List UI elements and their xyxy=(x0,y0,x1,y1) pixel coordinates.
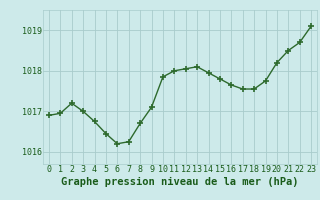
X-axis label: Graphe pression niveau de la mer (hPa): Graphe pression niveau de la mer (hPa) xyxy=(61,177,299,187)
